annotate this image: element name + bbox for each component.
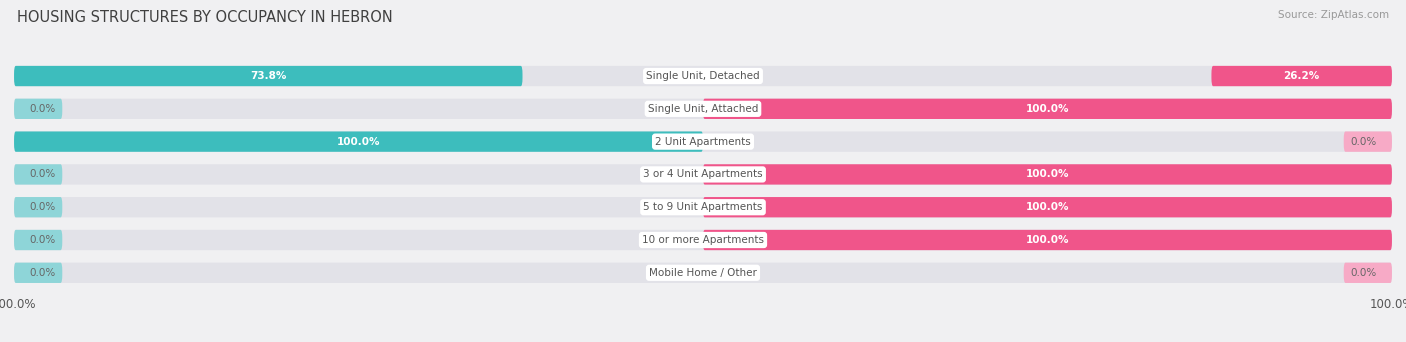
FancyBboxPatch shape	[1344, 263, 1392, 283]
Text: Single Unit, Attached: Single Unit, Attached	[648, 104, 758, 114]
Text: Source: ZipAtlas.com: Source: ZipAtlas.com	[1278, 10, 1389, 20]
Text: 100.0%: 100.0%	[1026, 202, 1069, 212]
FancyBboxPatch shape	[14, 98, 62, 119]
Text: 0.0%: 0.0%	[30, 268, 55, 278]
FancyBboxPatch shape	[703, 197, 1392, 218]
Text: 26.2%: 26.2%	[1284, 71, 1320, 81]
Text: 2 Unit Apartments: 2 Unit Apartments	[655, 136, 751, 147]
Text: 100.0%: 100.0%	[1026, 104, 1069, 114]
FancyBboxPatch shape	[14, 164, 1392, 185]
FancyBboxPatch shape	[14, 164, 62, 185]
FancyBboxPatch shape	[14, 263, 62, 283]
FancyBboxPatch shape	[703, 98, 1392, 119]
Text: 0.0%: 0.0%	[30, 169, 55, 180]
Text: 3 or 4 Unit Apartments: 3 or 4 Unit Apartments	[643, 169, 763, 180]
FancyBboxPatch shape	[14, 263, 1392, 283]
Text: Single Unit, Detached: Single Unit, Detached	[647, 71, 759, 81]
FancyBboxPatch shape	[14, 131, 703, 152]
Text: 0.0%: 0.0%	[30, 202, 55, 212]
FancyBboxPatch shape	[14, 66, 523, 86]
Text: 73.8%: 73.8%	[250, 71, 287, 81]
FancyBboxPatch shape	[1212, 66, 1392, 86]
Text: 0.0%: 0.0%	[1351, 136, 1376, 147]
Text: 0.0%: 0.0%	[30, 104, 55, 114]
FancyBboxPatch shape	[14, 66, 1392, 86]
Text: 0.0%: 0.0%	[1351, 268, 1376, 278]
FancyBboxPatch shape	[703, 164, 1392, 185]
Text: HOUSING STRUCTURES BY OCCUPANCY IN HEBRON: HOUSING STRUCTURES BY OCCUPANCY IN HEBRO…	[17, 10, 392, 25]
Text: Mobile Home / Other: Mobile Home / Other	[650, 268, 756, 278]
FancyBboxPatch shape	[14, 131, 1392, 152]
Text: 100.0%: 100.0%	[1026, 169, 1069, 180]
Text: 0.0%: 0.0%	[30, 235, 55, 245]
FancyBboxPatch shape	[703, 230, 1392, 250]
Text: 10 or more Apartments: 10 or more Apartments	[643, 235, 763, 245]
FancyBboxPatch shape	[1344, 131, 1392, 152]
Text: 100.0%: 100.0%	[1026, 235, 1069, 245]
FancyBboxPatch shape	[14, 98, 1392, 119]
FancyBboxPatch shape	[14, 197, 1392, 218]
FancyBboxPatch shape	[14, 197, 62, 218]
Text: 5 to 9 Unit Apartments: 5 to 9 Unit Apartments	[644, 202, 762, 212]
FancyBboxPatch shape	[14, 230, 1392, 250]
FancyBboxPatch shape	[14, 230, 62, 250]
Text: 100.0%: 100.0%	[337, 136, 380, 147]
